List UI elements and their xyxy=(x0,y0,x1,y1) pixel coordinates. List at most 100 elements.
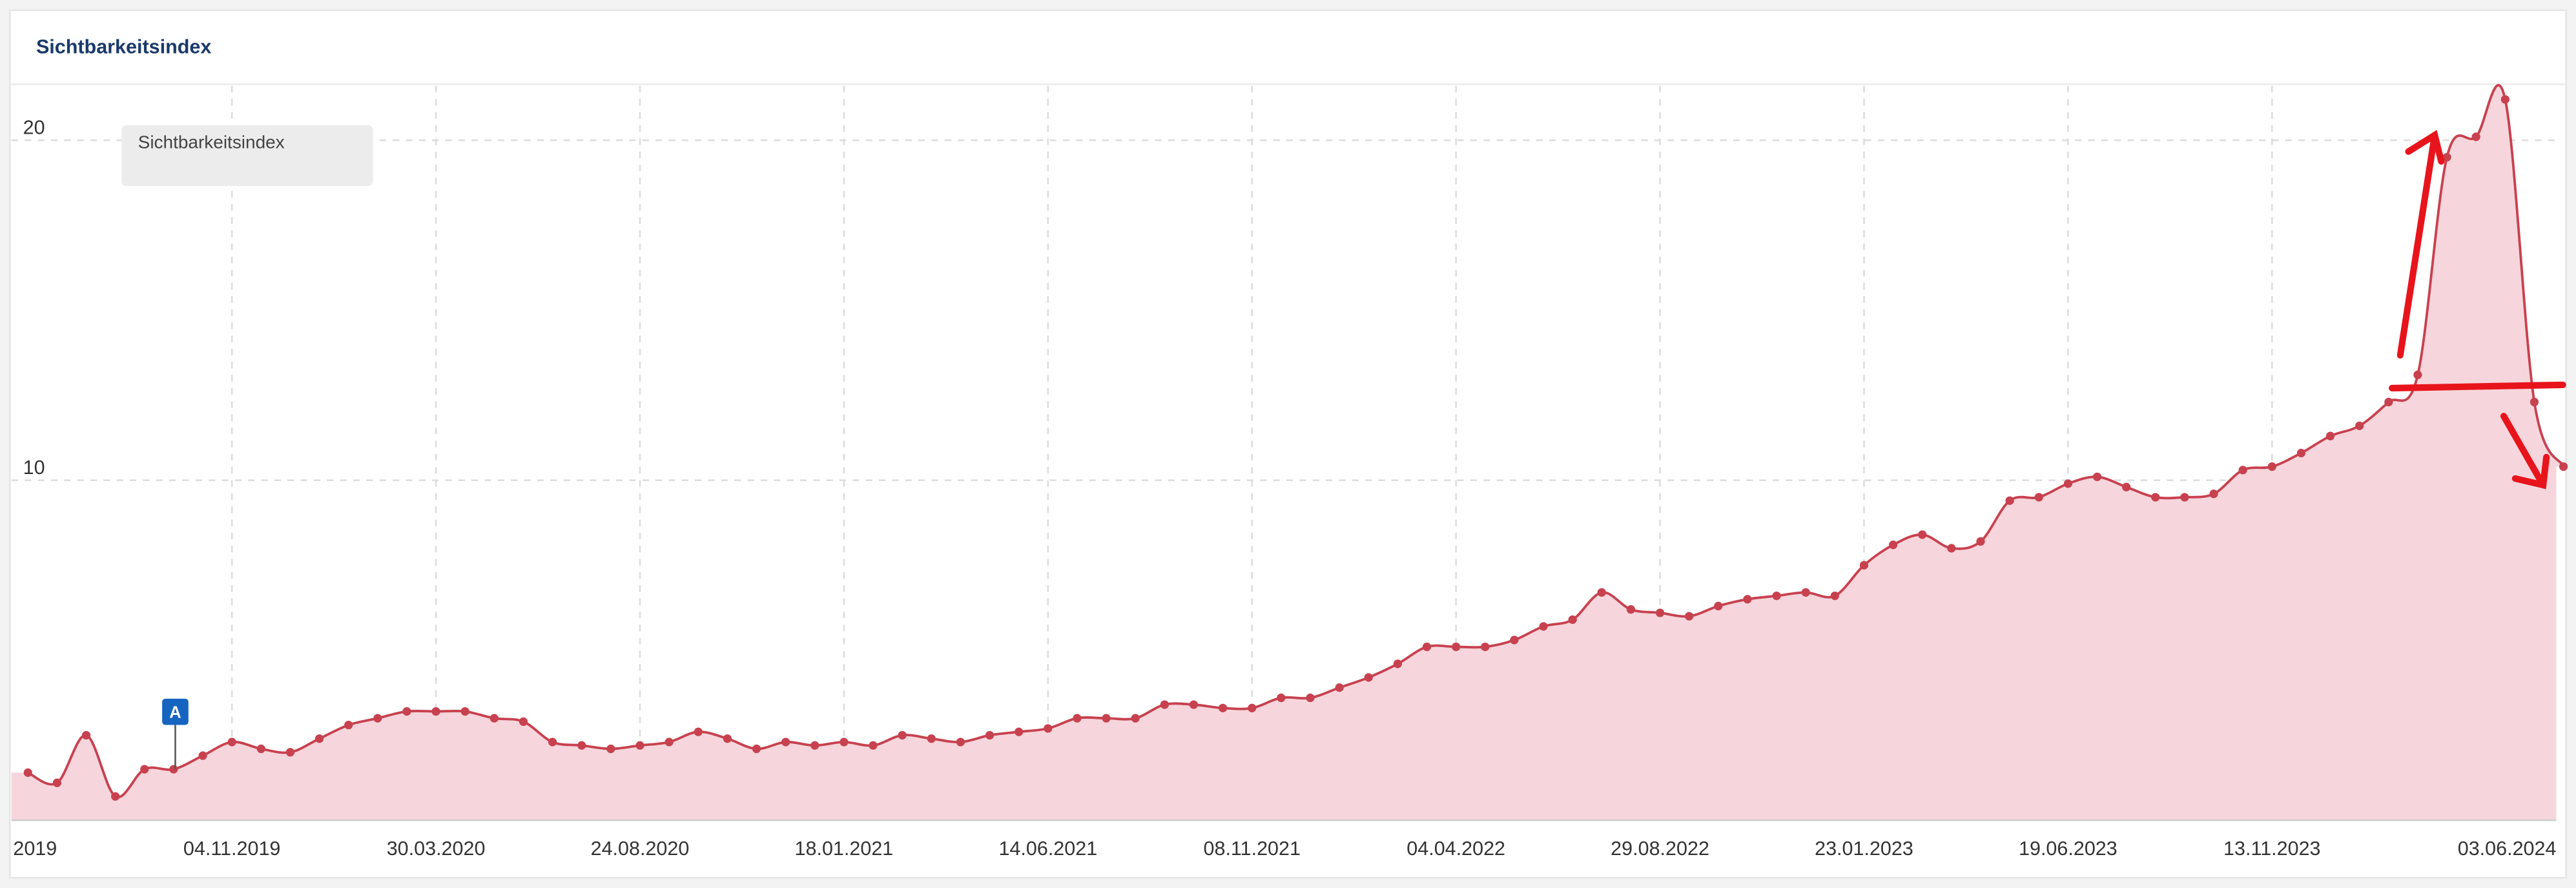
point xyxy=(927,734,936,743)
x-tick-label: 08.11.2021 xyxy=(1204,838,1301,860)
x-tick-label: 23.01.2023 xyxy=(1815,838,1913,860)
point xyxy=(2530,397,2539,407)
plot: 10 20 2019 04.11.2019 30.03.2020 24.08.2020 18… xyxy=(11,84,2568,860)
point xyxy=(2092,472,2102,481)
point xyxy=(2442,152,2451,162)
point xyxy=(1597,588,1606,597)
x-tick-label: 29.08.2022 xyxy=(1611,838,1709,860)
point xyxy=(23,768,32,777)
x-tick-label: 19.06.2023 xyxy=(2019,838,2117,860)
y-tick-label: 10 xyxy=(23,457,45,479)
point xyxy=(606,744,615,754)
chart-title: Sichtbarkeitsindex xyxy=(36,36,211,57)
hand-drawn-marks xyxy=(2388,130,2566,490)
point xyxy=(577,741,586,750)
x-tick-label: 13.11.2023 xyxy=(2223,838,2320,860)
point xyxy=(1422,642,1432,652)
point xyxy=(169,765,178,774)
point xyxy=(2355,421,2364,430)
level-line xyxy=(2388,381,2566,392)
point xyxy=(2559,462,2568,471)
point xyxy=(256,744,265,754)
point xyxy=(752,744,761,754)
point xyxy=(1102,714,1111,723)
point xyxy=(723,734,732,743)
point xyxy=(1801,588,1810,597)
point xyxy=(2151,493,2160,502)
point xyxy=(1888,541,1898,550)
point xyxy=(2500,95,2509,104)
point xyxy=(2325,431,2335,440)
point xyxy=(2063,479,2073,488)
x-tick-label: 2019 xyxy=(13,838,57,860)
point xyxy=(1539,622,1548,631)
point xyxy=(402,707,411,716)
point xyxy=(869,741,878,750)
point xyxy=(898,730,907,740)
arrow-up-head xyxy=(2405,130,2445,165)
legend-label: Sichtbarkeitsindex xyxy=(138,132,285,152)
point xyxy=(314,734,324,743)
point xyxy=(1160,700,1169,709)
point xyxy=(1685,612,1694,621)
point xyxy=(2413,370,2422,380)
point xyxy=(1510,635,1519,645)
point xyxy=(227,738,236,747)
x-tick-label: 14.06.2021 xyxy=(998,838,1097,860)
point xyxy=(285,748,295,757)
point xyxy=(2122,482,2131,491)
point xyxy=(840,738,849,747)
point xyxy=(635,741,644,750)
point xyxy=(1772,591,1781,601)
annotation-flag xyxy=(162,698,189,725)
point xyxy=(1131,714,1140,723)
point xyxy=(81,730,91,740)
legend xyxy=(121,125,373,187)
point xyxy=(140,765,149,774)
point xyxy=(1830,591,1839,601)
point xyxy=(1015,727,1024,736)
x-tick-label: 04.04.2022 xyxy=(1406,838,1505,860)
point xyxy=(489,714,499,723)
x-tick-label: 30.03.2020 xyxy=(387,838,486,860)
point xyxy=(2180,493,2189,502)
arrow-up xyxy=(2396,132,2438,359)
point xyxy=(1859,561,1869,570)
point xyxy=(2296,448,2306,458)
point xyxy=(985,730,994,740)
point xyxy=(2267,462,2276,471)
point xyxy=(1218,703,1228,712)
point xyxy=(1073,714,1082,723)
point xyxy=(548,738,557,747)
point xyxy=(1452,642,1461,652)
point xyxy=(1568,615,1577,625)
point xyxy=(2034,493,2043,502)
point xyxy=(1743,595,1752,604)
point xyxy=(1947,544,1956,553)
point xyxy=(1044,724,1053,733)
x-tick-label: 18.01.2021 xyxy=(795,838,894,860)
point xyxy=(2238,466,2247,475)
point xyxy=(1626,605,1636,614)
arrow-down-head xyxy=(2511,453,2550,490)
point xyxy=(1393,659,1403,668)
x-tick-label: 04.11.2019 xyxy=(183,838,280,860)
point xyxy=(1248,703,1257,712)
point xyxy=(1918,530,1927,539)
point xyxy=(1277,693,1286,703)
x-tick-label: 03.06.2024 xyxy=(2458,838,2557,860)
point xyxy=(694,727,703,736)
point xyxy=(460,707,469,716)
arrow-down xyxy=(2500,413,2547,489)
point xyxy=(2209,490,2218,499)
point xyxy=(1655,608,1665,617)
point xyxy=(781,738,790,747)
point xyxy=(665,738,674,747)
point xyxy=(2005,496,2014,505)
point xyxy=(344,721,353,730)
point xyxy=(2471,132,2480,141)
point xyxy=(373,714,382,723)
point xyxy=(1364,673,1373,682)
point xyxy=(1714,601,1723,611)
